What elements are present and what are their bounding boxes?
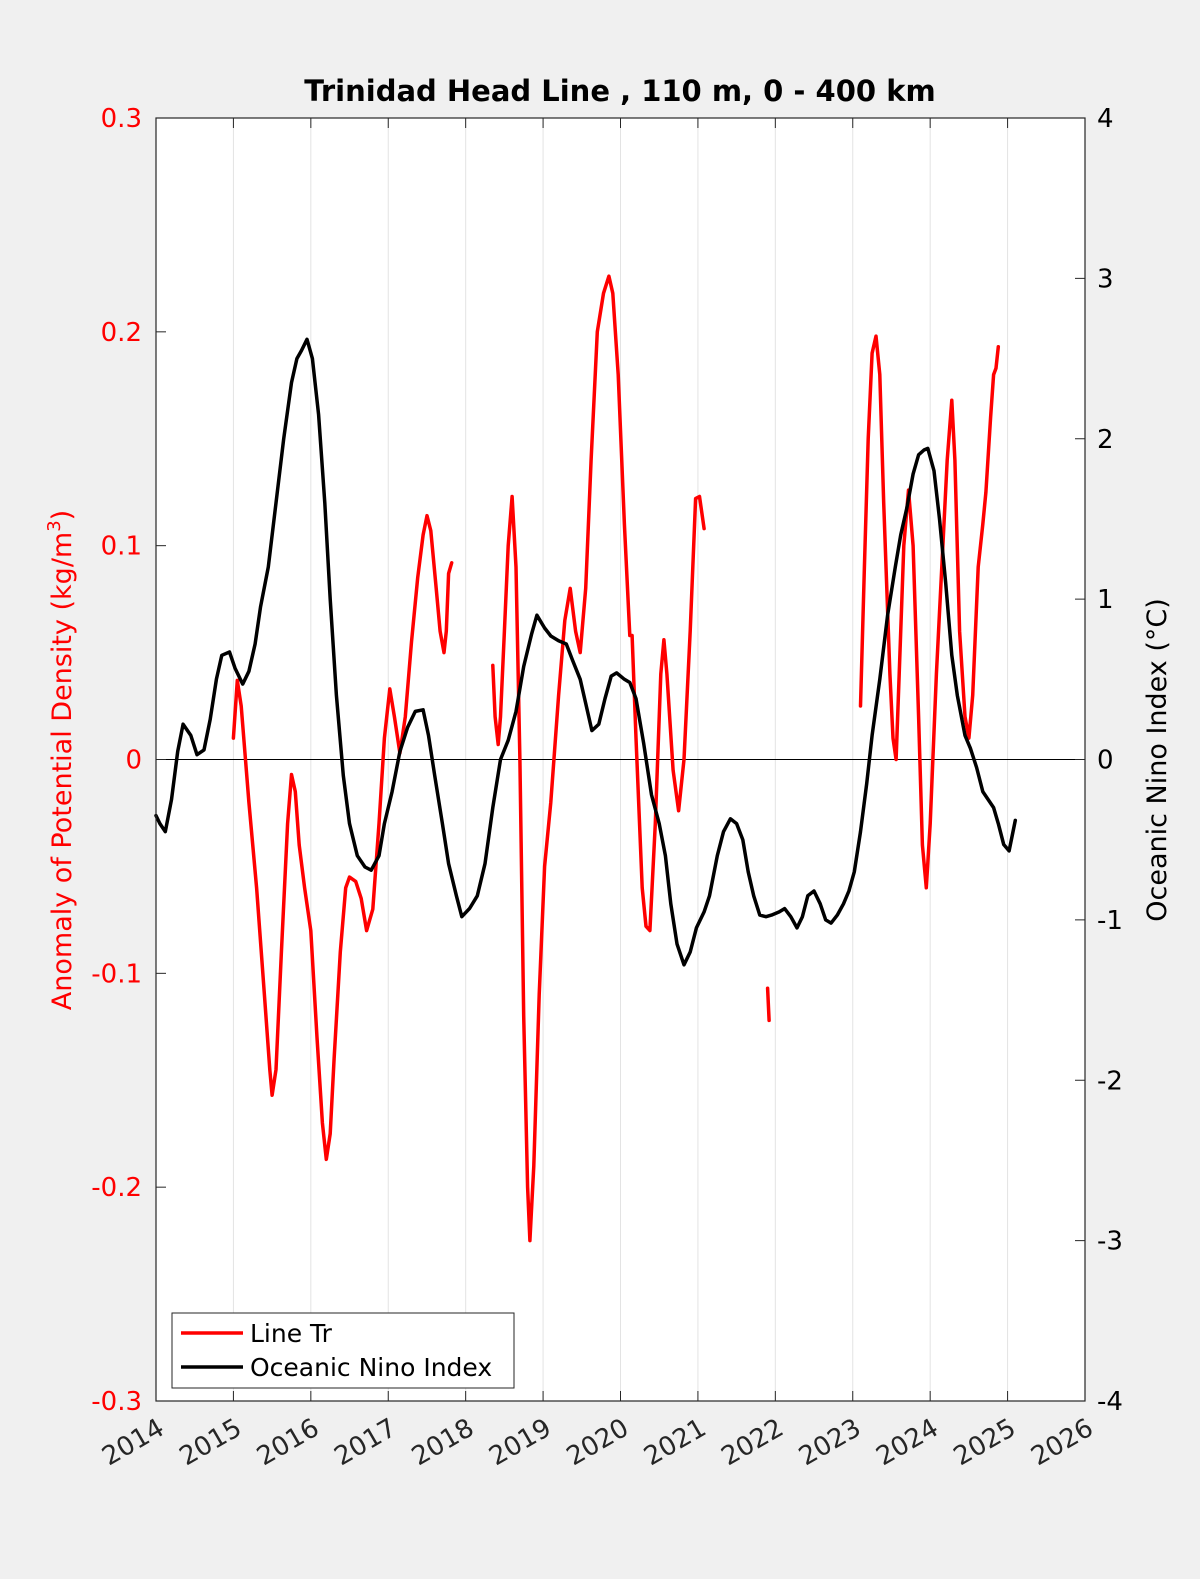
right-y-tick-label: -2 xyxy=(1097,1066,1123,1096)
legend: Line Tr Oceanic Nino Index xyxy=(171,1312,515,1389)
right-y-tick-label: 1 xyxy=(1097,585,1114,615)
line-tr-series-segment xyxy=(858,334,1001,890)
line-tr-series-segment xyxy=(231,513,454,1162)
right-y-tick-label: 3 xyxy=(1097,264,1114,294)
right-y-tick-label: 2 xyxy=(1097,425,1114,455)
chart-title: Trinidad Head Line , 110 m, 0 - 400 km xyxy=(304,74,935,108)
left-y-tick-label: -0.1 xyxy=(91,959,142,989)
right-y-tick-label: 4 xyxy=(1097,104,1114,134)
right-y-tick-label: 0 xyxy=(1097,746,1114,776)
left-axis-label-text: Anomaly of Potential Density (kg/m xyxy=(47,532,78,1010)
left-axis-label-suffix: ) xyxy=(47,510,78,521)
legend-label-line-tr: Line Tr xyxy=(250,1319,333,1348)
left-y-tick-label: -0.3 xyxy=(91,1387,142,1417)
right-y-tick-label: -3 xyxy=(1097,1227,1123,1257)
line-tr-series-segment xyxy=(765,986,771,1023)
series-lines xyxy=(154,274,1018,1243)
oni-series-line xyxy=(154,337,1018,967)
left-y-tick-label: 0.1 xyxy=(101,532,142,562)
right-y-tick-label: -4 xyxy=(1097,1387,1123,1417)
left-y-tick-label: 0.2 xyxy=(101,318,142,348)
line-tr-series-segment xyxy=(491,274,706,1243)
left-axis-label: Anomaly of Potential Density (kg/m3) xyxy=(44,510,78,1010)
legend-box xyxy=(171,1312,515,1389)
left-y-tick-label: 0.3 xyxy=(101,104,142,134)
left-y-tick-label: 0 xyxy=(125,746,142,776)
legend-label-oni: Oceanic Nino Index xyxy=(250,1353,492,1382)
right-y-tick-label: -1 xyxy=(1097,906,1123,936)
left-axis-label-superscript: 3 xyxy=(44,520,65,531)
left-y-tick-label: -0.2 xyxy=(91,1173,142,1203)
right-axis-label: Oceanic Nino Index (°C) xyxy=(1142,598,1173,922)
